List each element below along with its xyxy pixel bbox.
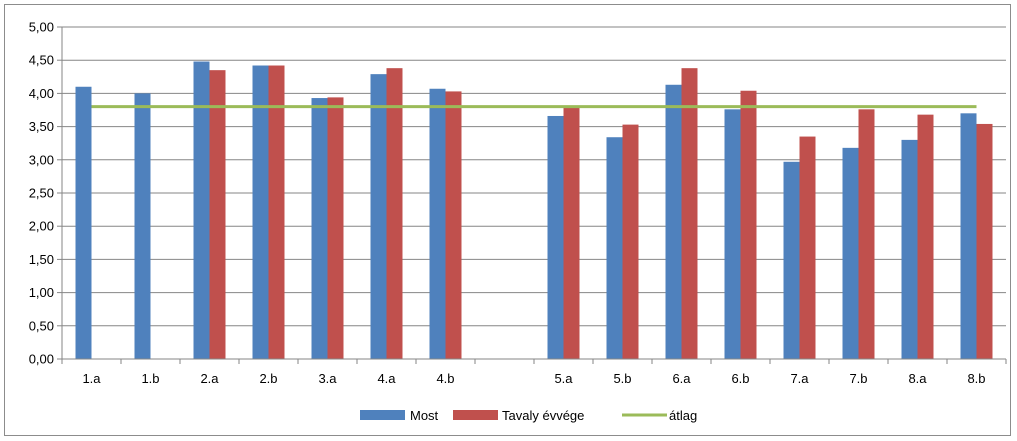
x-tick-label: 6.b: [731, 371, 749, 386]
bar-most: [960, 113, 977, 359]
x-tick-label: 1.a: [82, 371, 101, 386]
bar-most: [429, 88, 446, 359]
legend-label-atlag: átlag: [669, 408, 697, 423]
bar-most: [311, 98, 328, 359]
bar-chart: 0,00 0,50 1,00 1,50 2,00 2,50 3,00 3,50 4,00 4,50…: [29, 20, 1007, 423]
bar-tavaly-evvege: [622, 124, 639, 359]
x-axis: 1.a 1.b 2.a 2.b 3.a 4.a 4.b 5.a 5.b 6.a 6.b 7.a 7.b 8…: [61, 358, 1007, 386]
x-tick-label: 2.a: [200, 371, 219, 386]
y-tick-label: 3,00: [29, 152, 54, 167]
x-tick-label: 8.b: [967, 371, 985, 386]
y-tick-label: 4,00: [29, 86, 54, 101]
x-tick-label: 8.a: [908, 371, 927, 386]
x-tick-label: 3.a: [318, 371, 337, 386]
legend-label-most: Most: [410, 408, 439, 423]
y-axis: 0,00 0,50 1,00 1,50 2,00 2,50 3,00 3,50 4,00 4,50…: [29, 20, 63, 367]
y-tick-label: 4,50: [29, 53, 54, 68]
bar-tavaly-evvege: [209, 70, 226, 359]
y-tick-label: 0,50: [29, 318, 54, 333]
bars: [75, 61, 993, 360]
bar-most: [370, 74, 387, 360]
bar-most: [724, 109, 741, 359]
bar-most: [842, 147, 859, 359]
x-tick-label: 4.b: [436, 371, 454, 386]
bar-most: [193, 61, 210, 359]
bar-tavaly-evvege: [386, 68, 403, 359]
bar-tavaly-evvege: [858, 109, 875, 359]
bar-most: [75, 86, 92, 359]
bar-most: [134, 93, 151, 360]
bar-tavaly-evvege: [740, 90, 757, 359]
bar-most: [252, 65, 269, 360]
x-tick-label: 7.b: [849, 371, 867, 386]
bar-most: [783, 161, 800, 359]
legend-swatch-tavaly-evvege: [453, 410, 498, 420]
x-tick-label: 7.a: [790, 371, 809, 386]
y-tick-label: 1,00: [29, 285, 54, 300]
x-tick-label: 5.b: [613, 371, 631, 386]
x-tick-label: 5.a: [554, 371, 573, 386]
legend-label-tavaly-evvege: Tavaly évvége: [502, 408, 584, 423]
bar-most: [547, 115, 564, 359]
bar-tavaly-evvege: [681, 68, 698, 359]
y-tick-label: 2,00: [29, 219, 54, 234]
bar-tavaly-evvege: [563, 108, 580, 360]
bar-tavaly-evvege: [268, 65, 285, 360]
x-tick-label: 6.a: [672, 371, 691, 386]
bar-tavaly-evvege: [917, 114, 934, 359]
legend: Most Tavaly évvége átlag: [360, 408, 697, 423]
bar-tavaly-evvege: [799, 136, 816, 359]
y-tick-label: 2,50: [29, 186, 54, 201]
legend-swatch-most: [360, 410, 405, 420]
bar-tavaly-evvege: [445, 91, 462, 360]
x-tick-label: 2.b: [259, 371, 277, 386]
y-tick-label: 1,50: [29, 252, 54, 267]
y-tick-label: 3,50: [29, 119, 54, 134]
bar-tavaly-evvege: [976, 123, 993, 359]
bar-most: [901, 139, 918, 359]
x-tick-label: 4.a: [377, 371, 396, 386]
bar-most: [665, 84, 682, 359]
y-tick-label: 0,00: [29, 352, 54, 367]
bar-tavaly-evvege: [327, 97, 344, 359]
x-tick-label: 1.b: [141, 371, 159, 386]
chart-frame: 0,00 0,50 1,00 1,50 2,00 2,50 3,00 3,50 4,00 4,50…: [4, 4, 1011, 436]
y-tick-label: 5,00: [29, 20, 54, 35]
bar-most: [606, 137, 623, 359]
